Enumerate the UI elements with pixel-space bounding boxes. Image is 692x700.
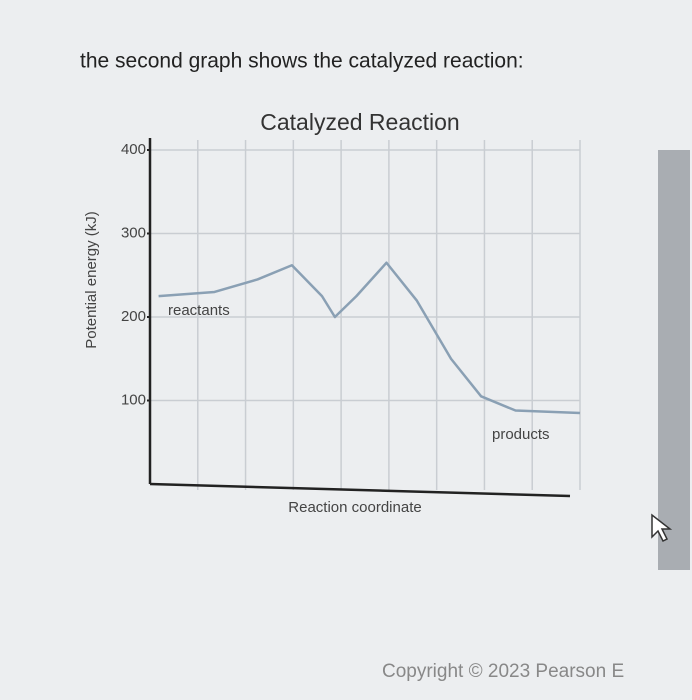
y-tick-label: 200 [121,308,146,325]
line [158,261,581,415]
y-tick-label: 100 [121,391,146,408]
annotation: products [492,426,550,443]
x-axis [149,482,571,498]
copyright: Copyright © 2023 Pearson E [382,661,624,682]
annotation: reactants [168,302,230,319]
cursor [651,513,673,543]
scrollbar[interactable] [658,150,690,570]
y-tick-label: 300 [121,224,146,241]
y-axis-label: Potential energy (kJ) [83,211,100,349]
y-tick-label: 400 [121,141,146,158]
x-axis-label: Reaction coordinate [288,499,421,516]
chart-title: Catalyzed Reaction [260,109,459,135]
intro-text: the second graph shows the catalyzed rea… [80,50,524,73]
